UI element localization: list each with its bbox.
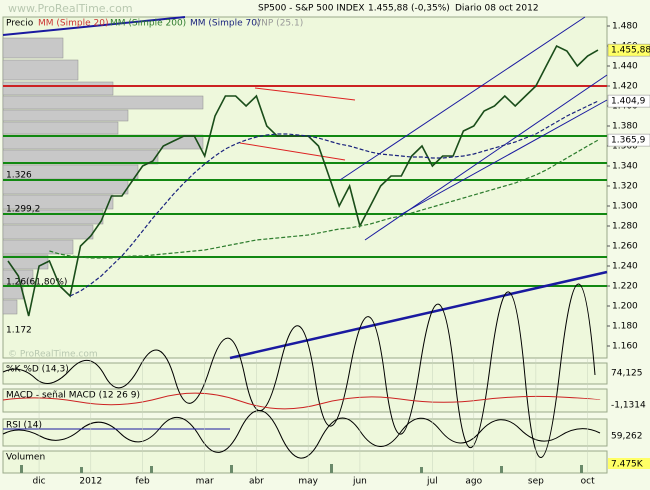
panel-name: RSI (14)	[6, 421, 42, 431]
x-tick-label: oct	[581, 477, 595, 487]
panel-value: 59,262	[611, 432, 643, 442]
red-lines	[239, 87, 356, 161]
y-tick-label: 1.440	[612, 62, 638, 72]
watermark: www.ProRealTime.com	[8, 2, 133, 15]
x-tick-label: dic	[32, 477, 45, 487]
legend: MM (Simple 70)	[190, 19, 260, 29]
y-tick-label: 1.180	[612, 322, 638, 332]
y-tick-label: 1.320	[612, 182, 638, 192]
level-label: 1.26(61,80%)	[6, 278, 67, 288]
y-tick-label: 1.260	[612, 242, 638, 252]
panel-name: %K %D (14,3)	[6, 365, 69, 375]
price-marker	[607, 94, 650, 108]
level-label: 1.326	[6, 171, 32, 181]
title: SP500 - S&P 500 INDEX	[258, 4, 365, 14]
y-tick-label: 1.160	[612, 342, 638, 352]
x-tick-label: mar	[196, 477, 214, 487]
x-tick-label: ago	[465, 477, 482, 487]
y-tick-label: 1.480	[612, 22, 638, 32]
legend: MM (Simple 200)	[110, 19, 186, 29]
price-marker-label: 1.455,88	[611, 46, 650, 56]
y-tick-label: 1.380	[612, 122, 638, 132]
x-tick-label: jun	[352, 477, 367, 487]
last-change: 1.455,88 (-0,35%)	[368, 4, 450, 14]
indicator-panels: %K %D (14,3) MACD - señal MACD (12 26 9)…	[2, 283, 650, 474]
y-tick-label: 1.360	[612, 142, 638, 152]
panel-name: MACD - señal MACD (12 26 9)	[6, 391, 140, 401]
level-label: 1.172	[6, 326, 32, 336]
x-tick-label: abr	[249, 477, 264, 487]
panel-value: 74,125	[611, 369, 643, 379]
y-tick-label: 1.240	[612, 262, 638, 272]
level-label: 1.299,2	[6, 205, 40, 215]
x-tick-label: sep	[528, 477, 544, 487]
price-marker-label: 1.404,9	[611, 97, 646, 107]
legend: VNP (25.1)	[255, 19, 303, 29]
y-tick-label: 1.300	[612, 202, 638, 212]
x-tick-label: jul	[426, 477, 438, 487]
x-tick-label: feb	[135, 477, 150, 487]
y-tick-label: 1.340	[612, 162, 638, 172]
price-marker	[607, 133, 650, 147]
price-marker	[607, 43, 650, 57]
legend: Precio	[6, 19, 34, 29]
y-tick-label: 1.200	[612, 302, 638, 312]
x-tick-label: may	[298, 477, 318, 487]
panel-value: 7.475K	[611, 460, 644, 470]
price-marker-label: 1.365,9	[611, 136, 646, 146]
panel-value: -1,1314	[611, 401, 646, 411]
trend-lines	[2, 16, 608, 360]
x-tick-label: 2012	[79, 477, 102, 487]
series-line	[69, 100, 599, 297]
panel-name: Volumen	[6, 453, 45, 463]
y-tick-label: 1.220	[612, 282, 638, 292]
series-line	[49, 139, 599, 259]
period: Diario 08 oct 2012	[455, 4, 539, 14]
y-tick-label: 1.420	[612, 82, 638, 92]
watermark: © ProRealTime.com	[8, 350, 98, 360]
legend: MM (Simple 20)	[38, 19, 108, 29]
y-tick-label: 1.280	[612, 222, 638, 232]
